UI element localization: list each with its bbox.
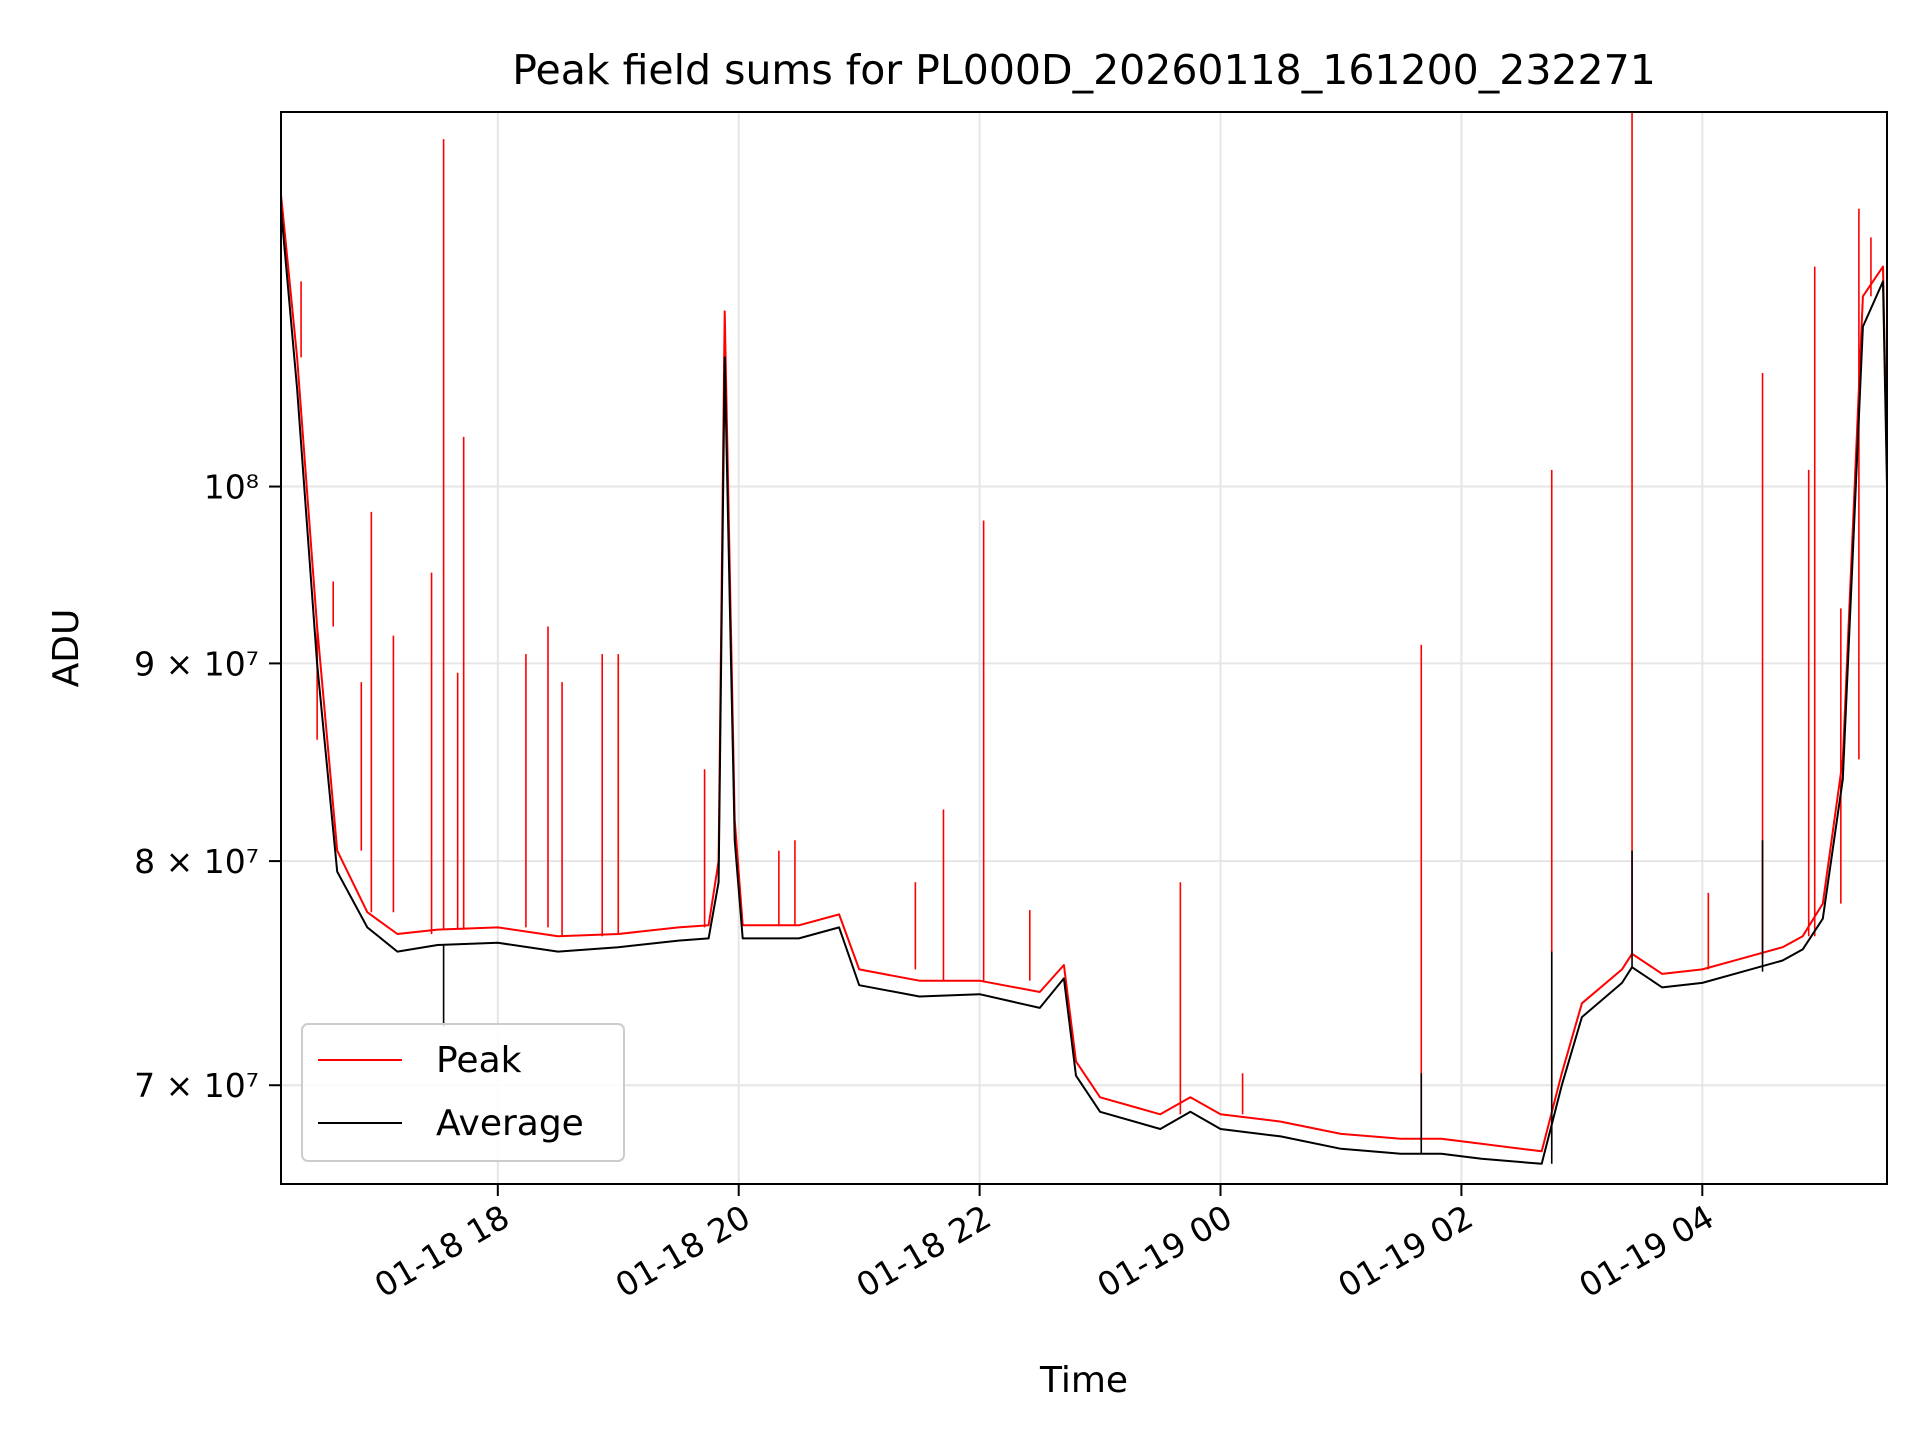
legend-box	[301, 1023, 625, 1162]
chart-title: Peak field sums for PL000D_20260118_1612…	[512, 46, 1656, 94]
y-tick-label: 10⁸	[204, 468, 259, 507]
legend: Peak Average	[301, 1023, 625, 1162]
series-layer	[281, 112, 1887, 1165]
y-tick-label: 9 × 10⁷	[134, 644, 259, 683]
y-axis-ticks: 7 × 10⁷ 8 × 10⁷ 9 × 10⁷ 10⁸	[134, 468, 281, 1105]
series-line-average	[281, 208, 1887, 1165]
y-tick-label: 7 × 10⁷	[134, 1066, 259, 1105]
y-axis-label: ADU	[46, 609, 87, 688]
plot-frame	[280, 111, 1888, 1185]
y-tick-label: 8 × 10⁷	[134, 842, 259, 881]
x-axis-label: Time	[1039, 1360, 1128, 1401]
legend-label-peak: Peak	[436, 1040, 522, 1081]
legend-label-average: Average	[436, 1103, 584, 1144]
